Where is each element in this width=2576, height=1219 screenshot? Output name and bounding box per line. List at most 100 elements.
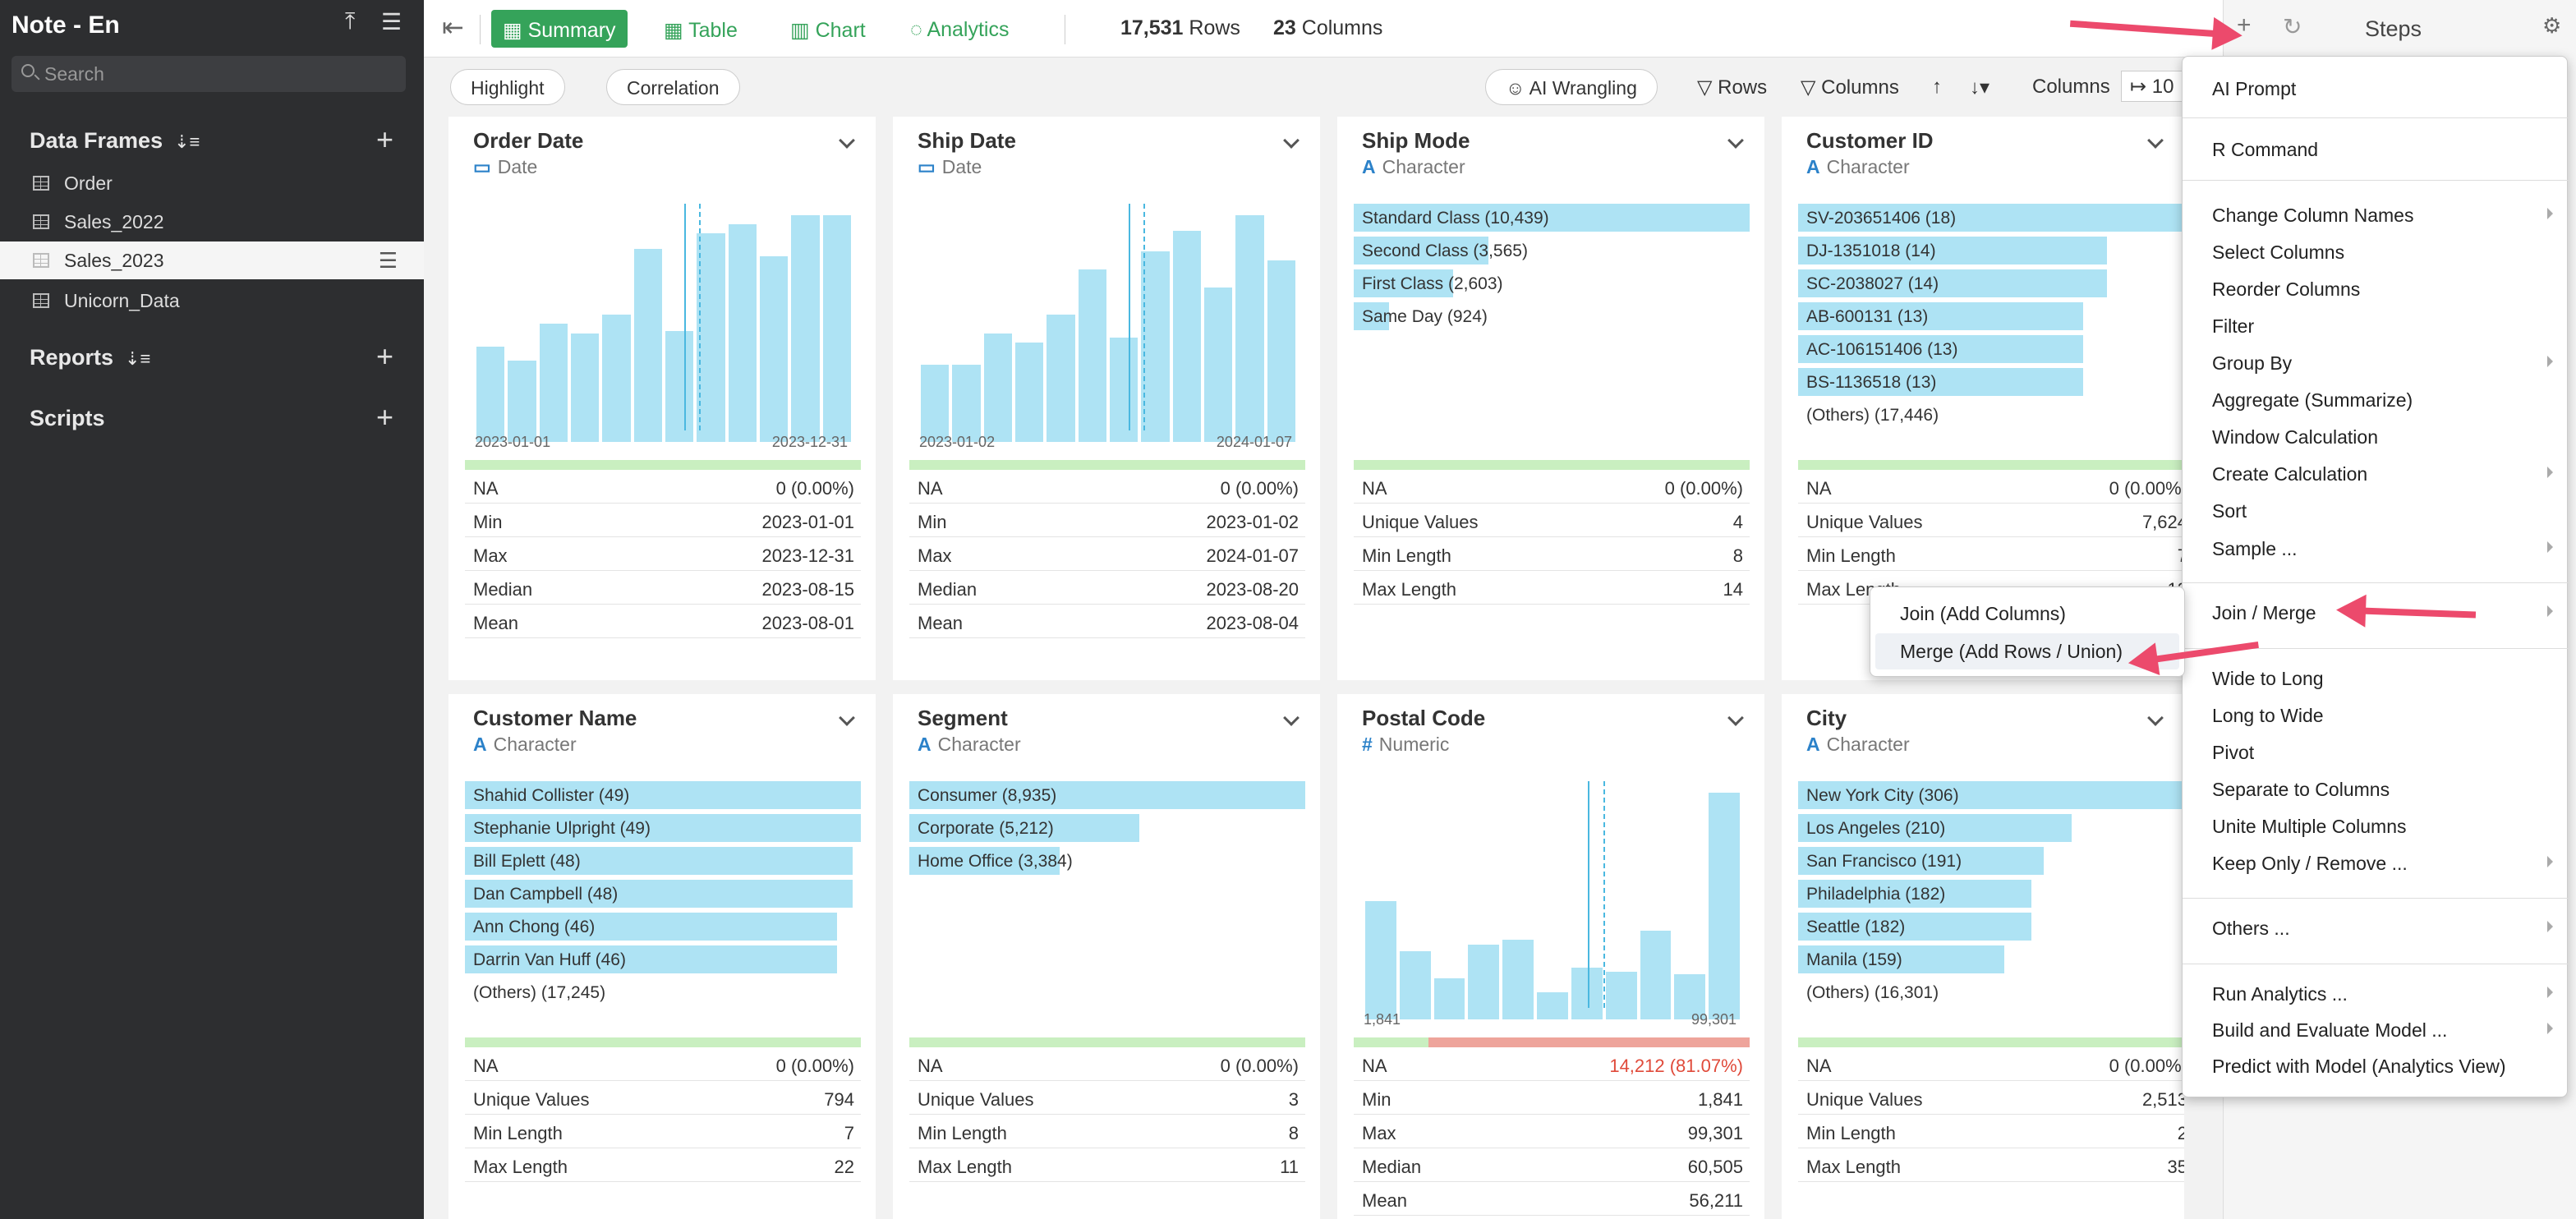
- stat-row: Unique Values 4: [1354, 504, 1750, 537]
- category-bar[interactable]: DJ-1351018 (14): [1798, 237, 2107, 264]
- stat-value: 2024-01-07: [1206, 545, 1299, 566]
- menu-item-pivot[interactable]: Pivot: [2212, 742, 2254, 764]
- rows-filter-button[interactable]: ▽ Rows: [1697, 76, 1767, 99]
- category-bar[interactable]: AC-106151406 (13): [1798, 335, 2084, 363]
- ai-wrangling-label: AI Wrangling: [1529, 77, 1637, 99]
- data-frame-item[interactable]: Sales_2022: [0, 203, 424, 241]
- scripts-header[interactable]: Scripts: [30, 406, 105, 431]
- chevron-down-icon[interactable]: [839, 132, 855, 149]
- settings-icon[interactable]: ⚙: [2542, 13, 2562, 38]
- stat-value: 794: [824, 1089, 854, 1110]
- category-bar[interactable]: Philadelphia (182): [1798, 880, 2032, 908]
- sort-asc-icon[interactable]: ↑: [1932, 76, 1942, 98]
- menu-icon[interactable]: ☰: [381, 9, 402, 34]
- histogram-bar: [1110, 338, 1138, 442]
- menu-item-ai-prompt[interactable]: AI Prompt: [2212, 78, 2296, 100]
- menu-item-run-analytics[interactable]: Run Analytics ...: [2212, 983, 2553, 1005]
- menu-item-reorder-columns[interactable]: Reorder Columns: [2212, 278, 2360, 301]
- category-bar[interactable]: Consumer (8,935): [909, 781, 1305, 809]
- menu-item-join-merge[interactable]: Join / Merge: [2212, 602, 2553, 624]
- category-bar[interactable]: Shahid Collister (49): [465, 781, 861, 809]
- columns-filter-button[interactable]: ▽ Columns: [1801, 76, 1899, 99]
- add-report-icon[interactable]: +: [376, 339, 394, 373]
- menu-item-create-calculation[interactable]: Create Calculation: [2212, 463, 2553, 485]
- category-bar[interactable]: Dan Campbell (48): [465, 880, 853, 908]
- chevron-down-icon[interactable]: [1727, 710, 1744, 726]
- category-bar[interactable]: Stephanie Ulpright (49): [465, 814, 861, 842]
- category-bar[interactable]: Darrin Van Huff (46): [465, 945, 838, 973]
- collapse-sidebar-icon[interactable]: ⇤: [442, 12, 464, 42]
- category-bar[interactable]: First Class (2,603): [1354, 269, 1503, 297]
- menu-item-unite-multiple-columns[interactable]: Unite Multiple Columns: [2212, 816, 2406, 838]
- reports-header[interactable]: Reports ⇣≡: [30, 345, 150, 370]
- upload-icon[interactable]: ⤒: [345, 8, 356, 34]
- column-type: ▭ Date: [918, 156, 982, 177]
- category-bar[interactable]: Corporate (5,212): [909, 814, 1139, 842]
- menu-item-sort[interactable]: Sort: [2212, 500, 2247, 522]
- correlation-button[interactable]: Correlation: [606, 69, 740, 105]
- menu-item-window-calculation[interactable]: Window Calculation: [2212, 426, 2378, 448]
- data-frame-item[interactable]: Order: [0, 164, 424, 202]
- category-bar[interactable]: Standard Class (10,439): [1354, 204, 1750, 232]
- menu-item-filter[interactable]: Filter: [2212, 315, 2254, 338]
- chevron-down-icon[interactable]: [1283, 132, 1300, 149]
- menu-item-build-and-evaluate-model[interactable]: Build and Evaluate Model ...: [2212, 1019, 2553, 1042]
- chevron-down-icon[interactable]: [1727, 132, 1744, 149]
- tab-chart[interactable]: ▥ Chart: [779, 10, 877, 48]
- data-frame-item-selected[interactable]: Sales_2023 ☰: [0, 242, 424, 279]
- menu-item-change-column-names[interactable]: Change Column Names: [2212, 205, 2553, 227]
- menu-item-aggregate-summarize[interactable]: Aggregate (Summarize): [2212, 389, 2413, 412]
- menu-item-others[interactable]: Others ...: [2212, 918, 2553, 940]
- stat-row: Max 99,301: [1354, 1115, 1750, 1148]
- category-bar[interactable]: SV-203651406 (18): [1798, 204, 2184, 232]
- menu-item-join[interactable]: Join (Add Columns): [1900, 603, 2066, 624]
- category-bar[interactable]: San Francisco (191): [1798, 847, 2044, 875]
- tab-table[interactable]: ▦ Table: [652, 10, 749, 48]
- category-bar[interactable]: Home Office (3,384): [909, 847, 1073, 875]
- category-bar[interactable]: Manila (159): [1798, 945, 2004, 973]
- stats-table: NA 14,212 (81.07%) Min 1,841 Max 99,301 Median…: [1354, 1047, 1750, 1216]
- chevron-down-icon[interactable]: [2147, 710, 2164, 726]
- category-bar[interactable]: Second Class (3,565): [1354, 237, 1528, 264]
- chevron-down-icon[interactable]: [839, 710, 855, 726]
- tab-analytics[interactable]: ◌ Analytics: [899, 10, 1020, 48]
- menu-item-sample[interactable]: Sample ...: [2212, 538, 2553, 560]
- category-bar[interactable]: SC-2038027 (14): [1798, 269, 2107, 297]
- sort-desc-icon[interactable]: ↓▾: [1970, 76, 1990, 99]
- category-bar[interactable]: New York City (306): [1798, 781, 2184, 809]
- add-data-frame-icon[interactable]: +: [376, 122, 394, 156]
- refresh-icon[interactable]: ↻: [2283, 14, 2302, 39]
- menu-item-group-by[interactable]: Group By: [2212, 352, 2553, 375]
- chevron-down-icon[interactable]: [1283, 710, 1300, 726]
- category-bar[interactable]: BS-1136518 (13): [1798, 368, 2084, 396]
- menu-item-keep-only-remove[interactable]: Keep Only / Remove ...: [2212, 853, 2553, 875]
- sort-icon[interactable]: ⇣≡: [125, 348, 151, 369]
- search-input[interactable]: Search: [12, 56, 406, 92]
- highlight-button[interactable]: Highlight: [450, 69, 565, 105]
- category-bar[interactable]: Seattle (182): [1798, 913, 2032, 941]
- menu-item-separate-to-columns[interactable]: Separate to Columns: [2212, 779, 2390, 801]
- category-bar[interactable]: AB-600131 (13): [1798, 302, 2084, 330]
- tab-summary[interactable]: ▦ Summary: [491, 10, 628, 48]
- data-frame-item[interactable]: Unicorn_Data: [0, 282, 424, 320]
- data-frames-header[interactable]: Data Frames ⇣≡: [30, 128, 200, 154]
- add-script-icon[interactable]: +: [376, 400, 394, 434]
- chevron-down-icon[interactable]: [2147, 132, 2164, 149]
- stat-row: Min Length 7: [1798, 537, 2184, 571]
- menu-item-select-columns[interactable]: Select Columns: [2212, 242, 2344, 264]
- category-bar[interactable]: Los Angeles (210): [1798, 814, 2072, 842]
- category-bar[interactable]: Bill Eplett (48): [465, 847, 853, 875]
- category-bar[interactable]: Same Day (924): [1354, 302, 1488, 330]
- ai-wrangling-button[interactable]: ☺ AI Wrangling: [1485, 69, 1658, 105]
- columns-per-page-input[interactable]: ↦ 10: [2121, 71, 2183, 102]
- category-bar[interactable]: Ann Chong (46): [465, 913, 838, 941]
- item-menu-icon[interactable]: ☰: [378, 248, 398, 273]
- numeric-icon: #: [1362, 734, 1373, 755]
- sort-icon[interactable]: ⇣≡: [174, 131, 200, 152]
- menu-item-wide-to-long[interactable]: Wide to Long: [2212, 668, 2324, 690]
- menu-item-long-to-wide[interactable]: Long to Wide: [2212, 705, 2324, 727]
- menu-item-predict-with-model-analytics-view[interactable]: Predict with Model (Analytics View): [2212, 1056, 2505, 1078]
- histogram-bar: [728, 224, 757, 442]
- menu-item-r-command[interactable]: R Command: [2212, 139, 2318, 161]
- category-label: Shahid Collister (49): [473, 786, 630, 805]
